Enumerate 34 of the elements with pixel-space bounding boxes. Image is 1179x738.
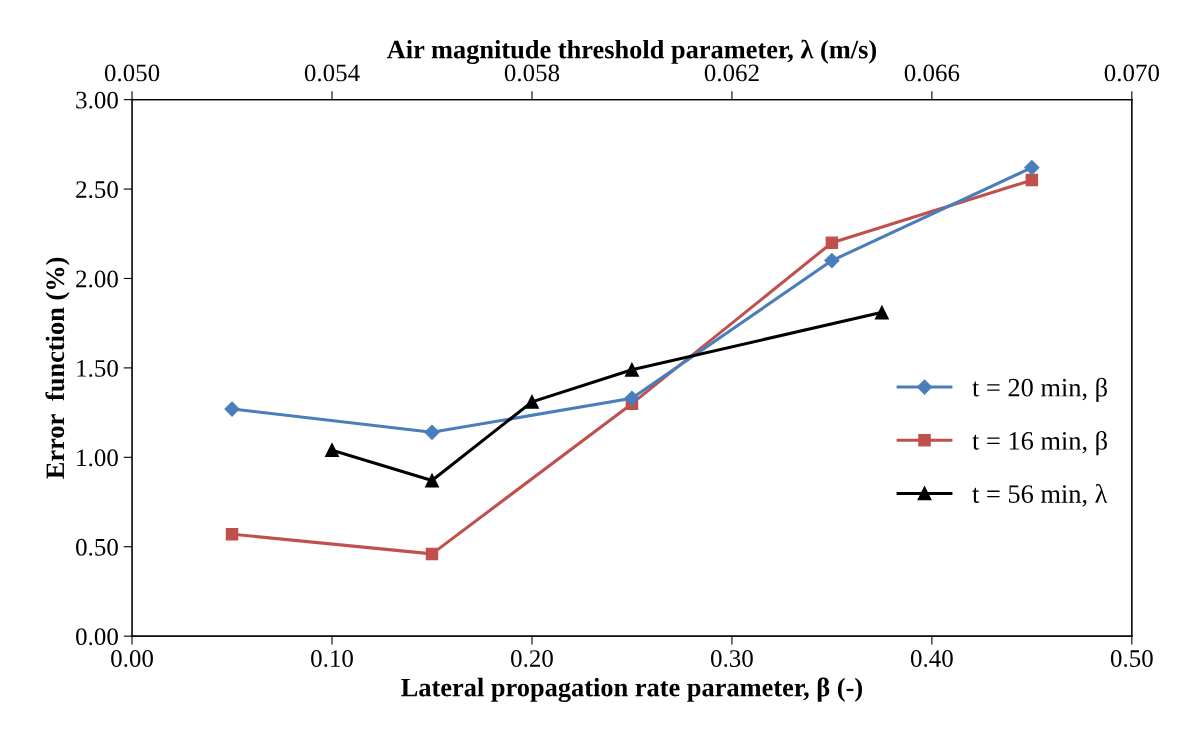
x-axis-title: Lateral propagation rate parameter, β (-) <box>401 677 862 702</box>
legend-label: t = 20 min, β <box>972 377 1107 402</box>
y-tick-label: 3.00 <box>76 91 118 109</box>
x-tick-label: 0.20 <box>511 650 553 668</box>
y-tick-label: 2.00 <box>76 270 118 288</box>
x2-tick-label: 0.054 <box>304 64 360 82</box>
point <box>225 527 239 541</box>
x-tick-label: 0.00 <box>111 650 153 668</box>
x2-tick-label: 0.062 <box>704 64 759 82</box>
x-tick-label: 0.30 <box>711 650 753 668</box>
legend-label: t = 16 min, β <box>972 430 1107 456</box>
y-tick-label: 2.50 <box>76 181 118 199</box>
point <box>224 401 240 417</box>
legend-label: t = 56 min, λ <box>972 484 1108 507</box>
y-tick-label: 1.50 <box>77 359 118 377</box>
y-tick-label: 0.50 <box>76 538 118 556</box>
point <box>424 424 440 440</box>
x-tick-label: 0.40 <box>910 650 953 668</box>
point <box>825 236 839 249</box>
y-axis-title: Error function (%) <box>45 257 70 479</box>
point <box>425 547 439 561</box>
x-tick-label: 0.10 <box>311 650 353 668</box>
x2-axis-title: Air magnitude threshold parameter, λ (m/s) <box>386 39 876 65</box>
point <box>1024 160 1040 176</box>
point <box>1025 173 1039 187</box>
x2-tick-label: 0.070 <box>1104 64 1160 82</box>
point <box>824 253 840 269</box>
x2-tick-label: 0.058 <box>504 64 560 82</box>
x-tick-label: 0.50 <box>1110 650 1153 668</box>
y-tick-label: 0.00 <box>76 628 118 646</box>
point <box>624 390 640 406</box>
x2-tick-label: 0.050 <box>104 64 160 82</box>
x2-tick-label: 0.066 <box>904 64 960 82</box>
y-tick-label: 1.00 <box>77 449 118 467</box>
